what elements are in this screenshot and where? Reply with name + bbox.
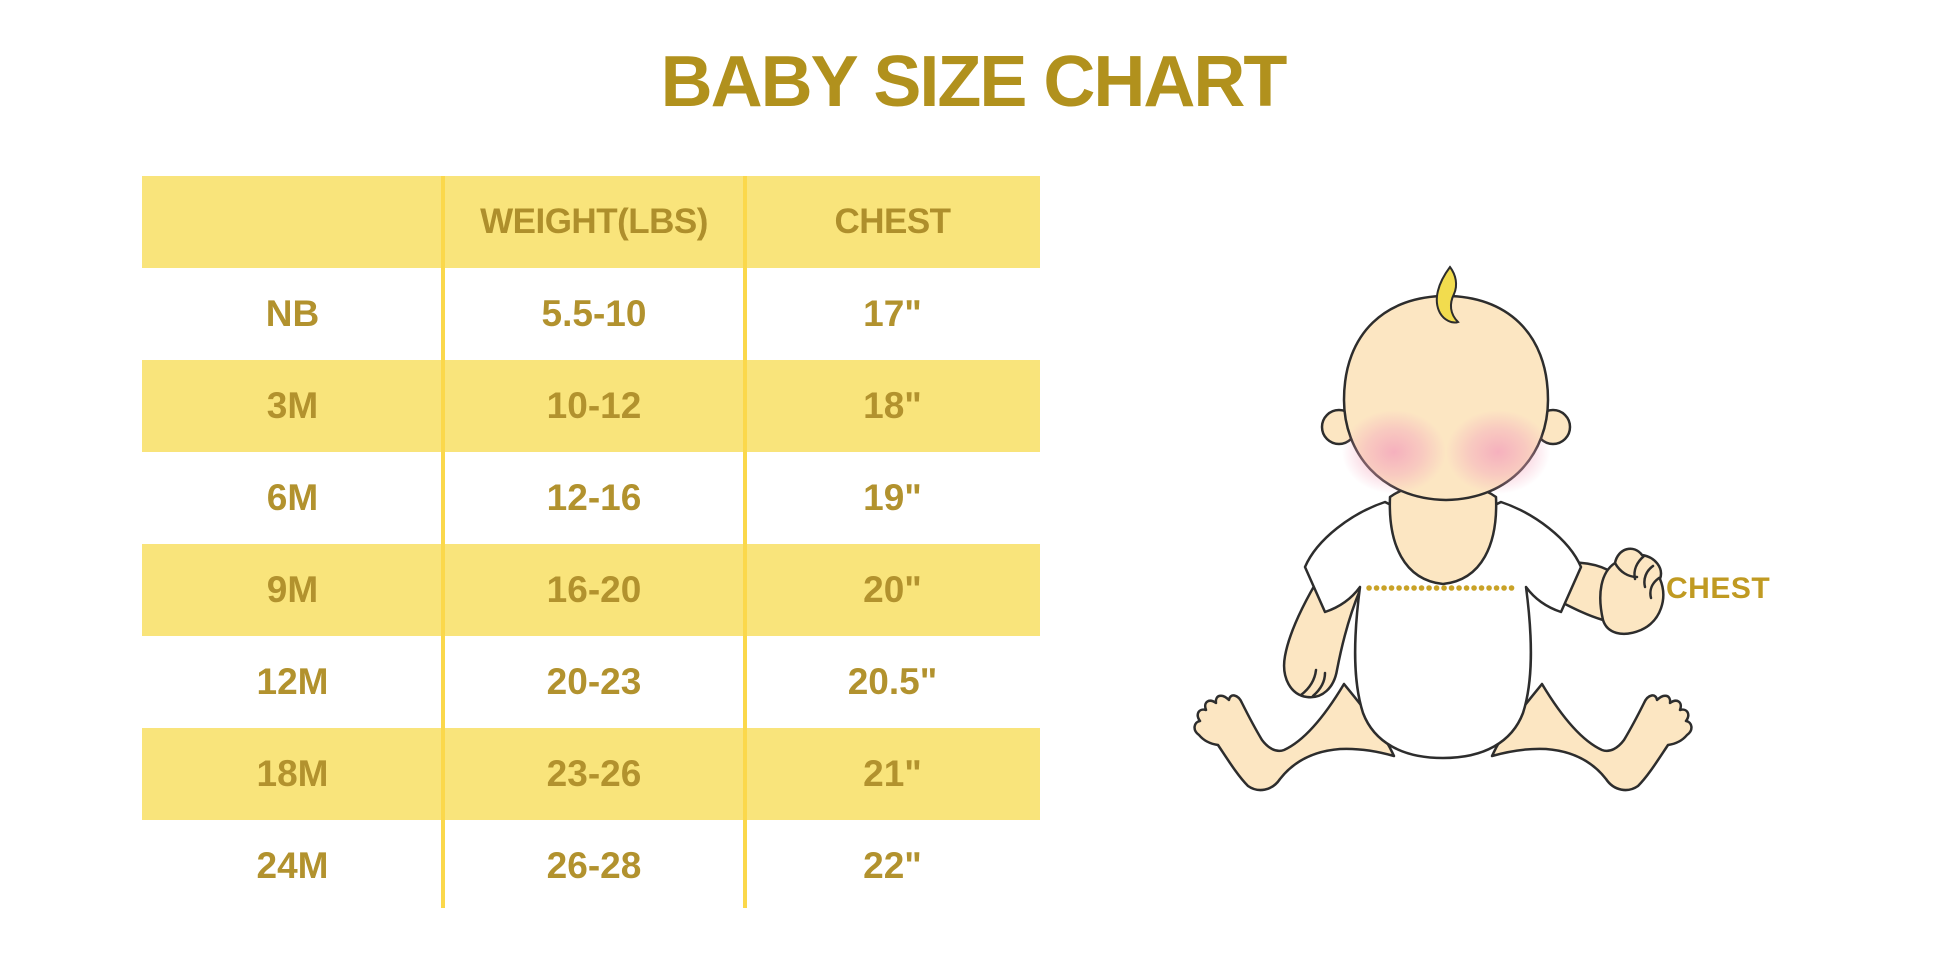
table-row: 3M 10-12 18" xyxy=(142,360,1040,452)
weight-cell: 12-16 xyxy=(546,477,642,518)
size-cell: 9M xyxy=(266,569,319,610)
weight-cell: 26-28 xyxy=(546,845,642,886)
size-cell: NB xyxy=(265,293,320,334)
table-row: 6M 12-16 19" xyxy=(142,452,1040,544)
chest-cell: 19" xyxy=(863,477,922,518)
weight-cell: 5.5-10 xyxy=(541,293,647,334)
weight-cell: 23-26 xyxy=(546,753,642,794)
baby-left-arm xyxy=(1282,574,1362,699)
baby-hair-curl xyxy=(1435,265,1460,324)
column-divider xyxy=(441,176,445,908)
chest-cell: 20" xyxy=(863,569,922,610)
table-row: 18M 23-26 21" xyxy=(142,728,1040,820)
table-header-row: WEIGHT(LBS) CHEST xyxy=(142,176,1040,268)
table-row: NB 5.5-10 17" xyxy=(142,268,1040,360)
table-row: 9M 16-20 20" xyxy=(142,544,1040,636)
header-size xyxy=(142,176,443,268)
chest-cell: 18" xyxy=(863,385,922,426)
baby-left-leg xyxy=(1193,682,1396,792)
size-cell: 18M xyxy=(256,753,329,794)
table-row: 24M 26-28 22" xyxy=(142,820,1040,912)
size-cell: 3M xyxy=(266,385,319,426)
header-weight: WEIGHT(LBS) xyxy=(480,202,708,241)
column-divider xyxy=(743,176,747,908)
size-cell: 6M xyxy=(266,477,319,518)
baby-right-fist xyxy=(1599,547,1665,636)
size-cell: 24M xyxy=(256,845,329,886)
header-chest: CHEST xyxy=(834,202,951,241)
baby-left-cheek-blush xyxy=(1342,410,1446,494)
page-title: BABY SIZE CHART xyxy=(660,42,1288,122)
baby-right-cheek-blush xyxy=(1446,410,1550,494)
chest-cell: 20.5" xyxy=(847,661,938,702)
weight-cell: 20-23 xyxy=(546,661,642,702)
chest-cell: 21" xyxy=(863,753,922,794)
chest-measurement-label: CHEST xyxy=(1666,572,1771,605)
weight-cell: 10-12 xyxy=(546,385,642,426)
chest-cell: 17" xyxy=(863,293,922,334)
baby-right-leg xyxy=(1490,682,1693,792)
size-table: WEIGHT(LBS) CHEST NB 5.5-10 17" 3M 10-12… xyxy=(142,176,1040,912)
table-row: 12M 20-23 20.5" xyxy=(142,636,1040,728)
weight-cell: 16-20 xyxy=(546,569,642,610)
size-cell: 12M xyxy=(256,661,329,702)
baby-onesie xyxy=(1303,500,1583,760)
baby-illustration xyxy=(1193,265,1693,792)
chest-cell: 22" xyxy=(863,845,922,886)
